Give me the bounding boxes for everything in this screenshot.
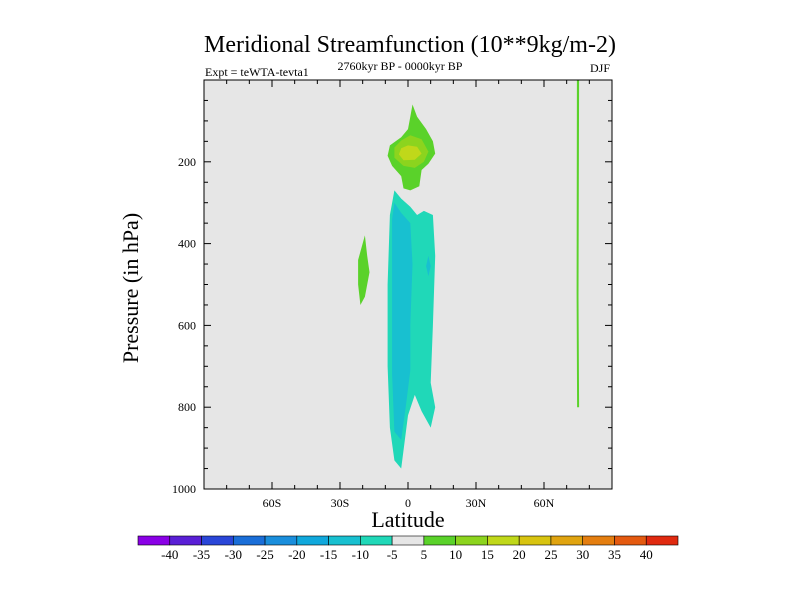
chart-title: Meridional Streamfunction (10**9kg/m-2) xyxy=(204,32,616,58)
period-label: 2760kyr BP - 0000kyr BP xyxy=(338,59,463,73)
y-tick-label: 800 xyxy=(178,400,196,414)
y-tick-label: 600 xyxy=(178,318,196,332)
x-tick-label: 60N xyxy=(534,496,555,510)
colorbar-label: 10 xyxy=(449,547,462,562)
y-tick-label: 200 xyxy=(178,155,196,169)
colorbar-swatch xyxy=(423,535,456,546)
colorbar-swatch xyxy=(328,535,361,546)
colorbar-swatch xyxy=(455,535,488,546)
x-axis-label: Latitude xyxy=(371,507,444,532)
colorbar-swatch xyxy=(518,535,552,546)
colorbar-swatch xyxy=(137,535,171,546)
colorbar-swatch xyxy=(232,535,266,546)
contour-positive-5-10-north-line xyxy=(576,80,580,408)
colorbar-label: -10 xyxy=(352,547,369,562)
colorbar-label: -20 xyxy=(288,547,305,562)
colorbar-swatch xyxy=(201,535,234,546)
y-axis-label: Pressure (in hPa) xyxy=(118,213,143,363)
y-tick-label: 400 xyxy=(178,237,196,251)
x-tick-label: 0 xyxy=(405,496,411,510)
colorbar-swatch xyxy=(360,535,393,546)
season-label: DJF xyxy=(590,61,610,75)
plot-area: 60S 30S 0 30N 60N 200 400 600 800 1000 xyxy=(172,79,613,510)
colorbar-label: -35 xyxy=(193,547,210,562)
colorbar-label: -25 xyxy=(256,547,273,562)
colorbar-label: -15 xyxy=(320,547,337,562)
colorbar-swatch xyxy=(582,535,615,546)
colorbar-label: 15 xyxy=(481,547,494,562)
y-tick-label: 1000 xyxy=(172,482,196,496)
x-tick-label: 30S xyxy=(331,496,350,510)
colorbar-swatch xyxy=(391,535,425,546)
contour-positive-5-10-south-sliver xyxy=(358,235,370,305)
colorbar-label: 25 xyxy=(544,547,557,562)
contour-negative-10-15-core xyxy=(392,202,413,440)
colorbar-label: -40 xyxy=(161,547,178,562)
colorbar-swatch xyxy=(296,535,329,546)
colorbar-swatch xyxy=(550,535,584,546)
contour-negative-10-15-spot xyxy=(426,255,431,277)
colorbar: -40 -35 -30 -25 -20 -15 -10 -5 5 10 15 20 25 30 35 40 xyxy=(137,535,679,562)
colorbar-swatch xyxy=(645,535,679,546)
colorbar-label: 35 xyxy=(608,547,621,562)
contour-positive-15-20-upper-max xyxy=(398,145,422,161)
x-tick-label: 30N xyxy=(466,496,487,510)
colorbar-swatch xyxy=(487,535,520,546)
colorbar-label: 20 xyxy=(513,547,526,562)
colorbar-swatch xyxy=(169,535,202,546)
colorbar-swatch xyxy=(614,535,647,546)
x-tick-label: 60S xyxy=(263,496,282,510)
colorbar-swatch xyxy=(264,535,298,546)
colorbar-label: 5 xyxy=(421,547,428,562)
colorbar-label: -5 xyxy=(387,547,398,562)
colorbar-label: 30 xyxy=(576,547,589,562)
colorbar-label: 40 xyxy=(640,547,653,562)
colorbar-label: -30 xyxy=(225,547,242,562)
experiment-label: Expt = teWTA-tevta1 xyxy=(205,65,309,79)
